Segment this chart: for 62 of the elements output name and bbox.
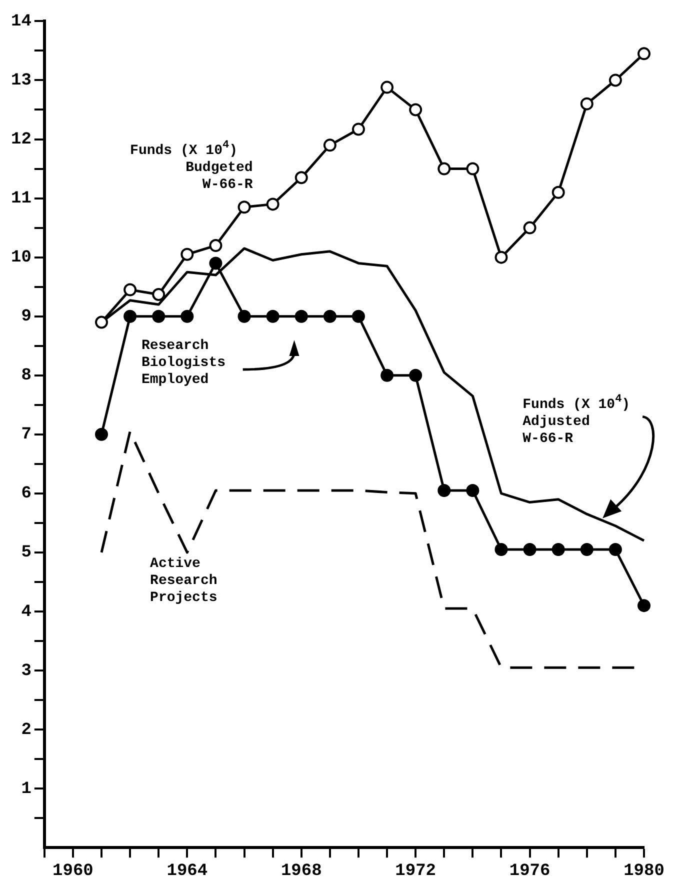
y-tick-label: 7 [21,426,32,445]
y-tick-label: 11 [10,190,32,209]
point [409,103,422,116]
y-tick-label: 3 [21,662,32,681]
point [466,484,480,497]
x-tick-label: 1980 [624,862,664,882]
y-tick-label: 5 [21,544,32,563]
point [323,138,336,152]
y-tick-label: 10 [10,248,32,268]
y-tick-label: 2 [21,720,32,740]
x-tick-label: 1968 [280,862,322,882]
point [523,221,536,234]
y-tick-label: 6 [21,484,32,504]
x-tick-label: 1972 [395,862,436,882]
point [552,186,565,199]
point [294,310,308,323]
y-tick-label: 4 [21,602,32,622]
y-tick-label: 12 [10,130,32,150]
point [266,310,280,323]
point [352,122,365,136]
point [438,162,451,176]
point [209,256,222,270]
point [180,248,194,261]
point [638,599,650,612]
y-tick-label: 14 [10,12,32,32]
point [380,80,394,94]
point [294,171,308,184]
point [124,310,137,323]
point [523,543,536,556]
point [580,97,594,110]
point [380,368,394,382]
point [152,310,166,323]
point [238,310,251,323]
point [580,543,594,556]
point [95,316,108,329]
point [124,283,137,296]
point [266,198,280,211]
point [608,74,622,87]
point [608,543,622,556]
point [438,484,451,497]
point [238,200,251,214]
point [209,239,222,252]
legend-label: Research Biologists Employed [141,338,226,388]
y-tick-label: 1 [21,780,32,799]
x-tick-label: 1976 [509,862,550,882]
point [494,543,508,556]
y-tick-label: 9 [21,308,32,327]
point [552,543,565,556]
point [95,428,108,441]
point [409,368,422,382]
point [494,250,508,264]
point [638,47,650,60]
text: Active Research Projects [150,556,218,606]
y-tick-label: 13 [10,72,32,91]
point [180,310,194,323]
point [466,162,480,176]
point [323,310,336,323]
x-tick-label: 1964 [166,862,208,882]
x-tick-label: 1960 [52,862,94,882]
y-tick-label: 8 [21,366,32,386]
point [152,288,166,302]
point [352,310,365,323]
